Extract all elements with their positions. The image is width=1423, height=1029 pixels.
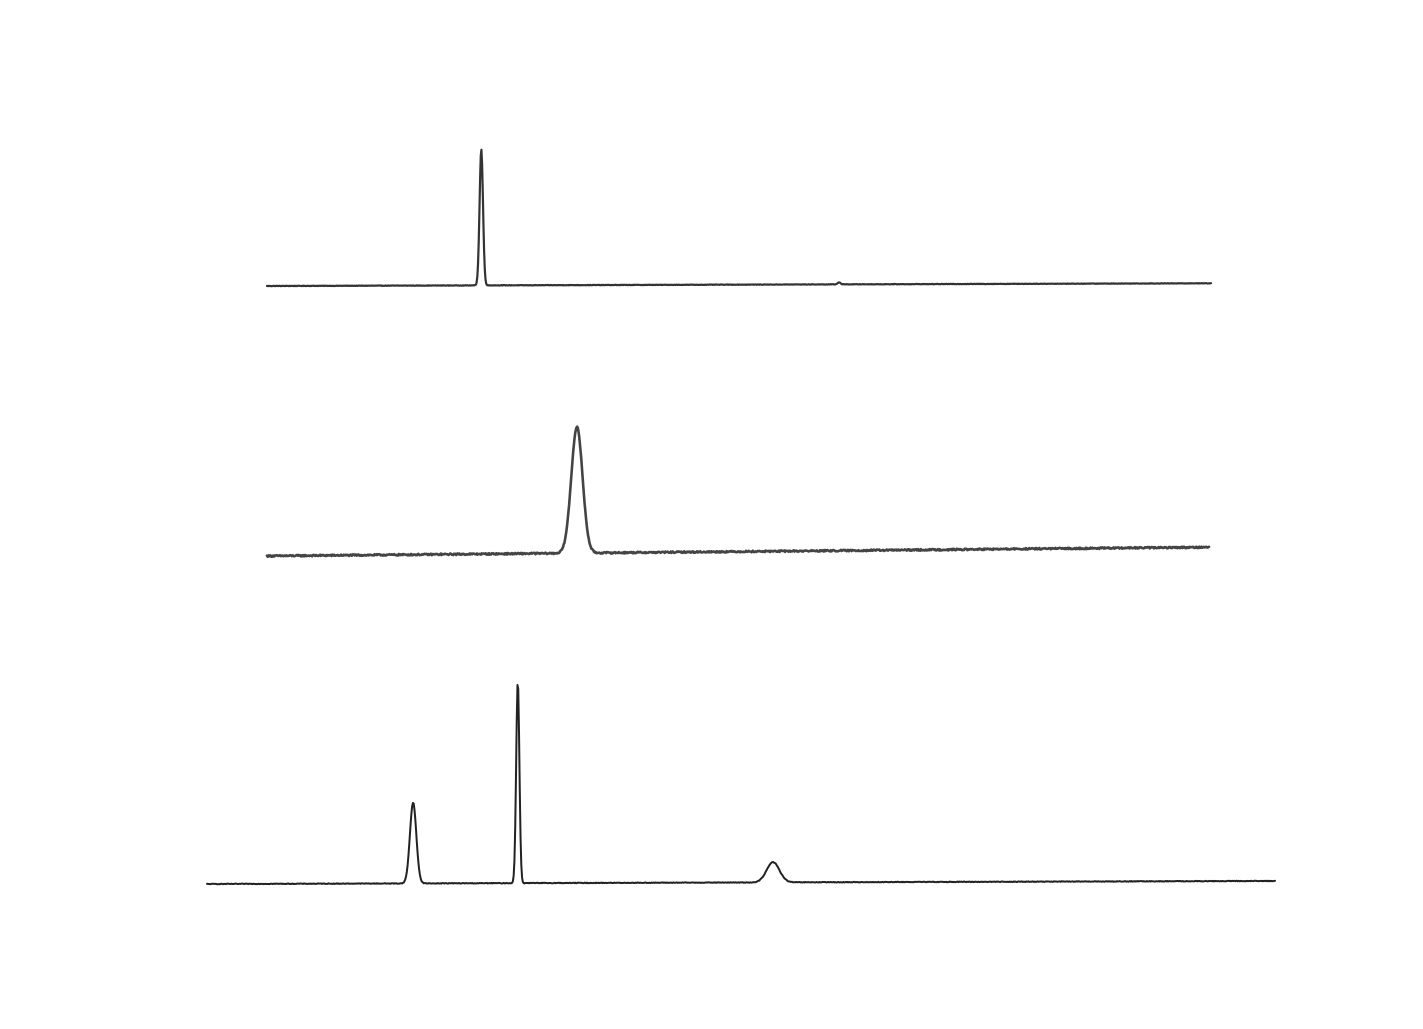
chromatogram-trace-3: [206, 684, 1276, 886]
chromatogram-panel-3: [206, 684, 1276, 886]
chromatogram-trace-1: [265, 148, 1213, 288]
chromatogram-panel-2: [265, 425, 1211, 559]
chromatogram-trace-2: [265, 425, 1211, 559]
chromatogram-panel-1: [265, 148, 1213, 288]
